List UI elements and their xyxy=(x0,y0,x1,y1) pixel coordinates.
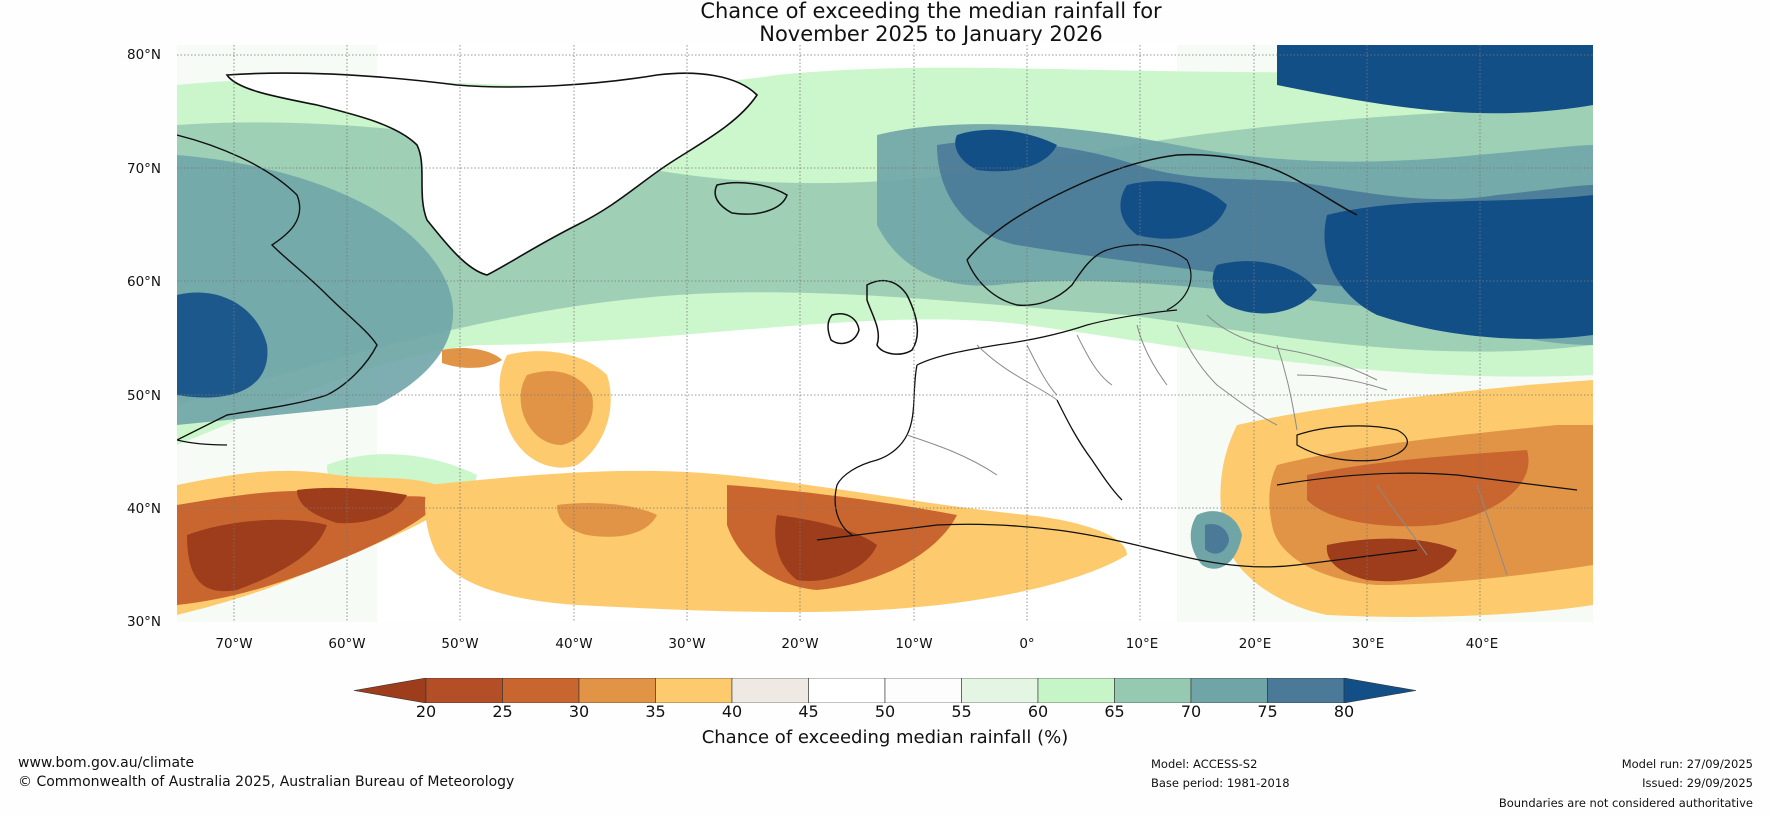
colorbar-segment xyxy=(731,678,809,703)
colorbar-segment xyxy=(961,678,1039,703)
lat-label-60n: 60°N xyxy=(127,274,162,290)
lon-label-30e: 30°E xyxy=(1351,636,1385,652)
chart-title: Chance of exceeding the median rainfall … xyxy=(0,0,1770,46)
lon-label-10w: 10°W xyxy=(895,636,933,652)
footer-model: Model: ACCESS-S2 xyxy=(1151,757,1258,771)
rainfall-map xyxy=(177,45,1593,622)
lat-label-80n: 80°N xyxy=(127,47,162,63)
lon-label-10e: 10°E xyxy=(1125,636,1159,652)
lon-label-60w: 60°W xyxy=(328,636,366,652)
lat-label-50n: 50°N xyxy=(127,388,162,404)
colorbar-segment xyxy=(578,678,656,703)
colorbar-tick-label: 80 xyxy=(1333,702,1355,721)
country-borders xyxy=(906,314,1508,576)
graticule xyxy=(177,45,1593,622)
colorbar-tick-label: 45 xyxy=(798,702,819,721)
colorbar-tick-label: 70 xyxy=(1180,702,1202,721)
colorbar xyxy=(354,678,1417,703)
colorbar-extend-low xyxy=(354,678,427,703)
colorbar-segment xyxy=(1190,678,1268,703)
colorbar-segment xyxy=(502,678,580,703)
colorbar-tick-label: 20 xyxy=(415,702,437,721)
colorbar-segment xyxy=(884,678,962,703)
footer-website: www.bom.gov.au/climate xyxy=(18,755,195,771)
lon-label-30w: 30°W xyxy=(668,636,706,652)
footer-model-run: Model run: 27/09/2025 xyxy=(1621,757,1753,771)
lon-label-20w: 20°W xyxy=(781,636,819,652)
colorbar-tick-label: 55 xyxy=(951,702,972,721)
lat-label-70n: 70°N xyxy=(127,161,162,177)
colorbar-segment xyxy=(1037,678,1115,703)
colorbar-tick-label: 25 xyxy=(492,702,513,721)
colorbar-tick-label: 35 xyxy=(645,702,666,721)
colorbar-tick-label: 30 xyxy=(568,702,590,721)
lon-label-40e: 40°E xyxy=(1465,636,1499,652)
lat-label-30n: 30°N xyxy=(127,614,162,630)
footer-issued: Issued: 29/09/2025 xyxy=(1642,776,1753,790)
lon-label-70w: 70°W xyxy=(215,636,253,652)
colorbar-tick-label: 75 xyxy=(1257,702,1278,721)
footer-base-period: Base period: 1981-2018 xyxy=(1151,776,1290,790)
footer-copyright: © Commonwealth of Australia 2025, Austra… xyxy=(18,774,515,790)
title-line-2: November 2025 to January 2026 xyxy=(759,22,1103,46)
lat-label-40n: 40°N xyxy=(127,501,162,517)
colorbar-segment xyxy=(425,678,503,703)
title-line-1: Chance of exceeding the median rainfall … xyxy=(700,0,1162,23)
lon-label-0: 0° xyxy=(1019,636,1035,652)
footer-disclaimer: Boundaries are not considered authoritat… xyxy=(1498,796,1753,810)
colorbar-segments xyxy=(354,678,1417,703)
colorbar-segment xyxy=(1114,678,1192,703)
colorbar-tick-label: 65 xyxy=(1104,702,1125,721)
colorbar-segment xyxy=(655,678,733,703)
lon-label-50w: 50°W xyxy=(441,636,479,652)
lon-label-40w: 40°W xyxy=(555,636,593,652)
colorbar-segment xyxy=(1267,678,1345,703)
colorbar-segment xyxy=(808,678,886,703)
map-canvas xyxy=(177,45,1593,622)
colorbar-title: Chance of exceeding median rainfall (%) xyxy=(701,727,1069,748)
colorbar-tick-label: 50 xyxy=(874,702,896,721)
colorbar-tick-label: 60 xyxy=(1027,702,1049,721)
colorbar-tick-label: 40 xyxy=(721,702,743,721)
colorbar-extend-high xyxy=(1343,678,1417,703)
lon-label-20e: 20°E xyxy=(1238,636,1272,652)
